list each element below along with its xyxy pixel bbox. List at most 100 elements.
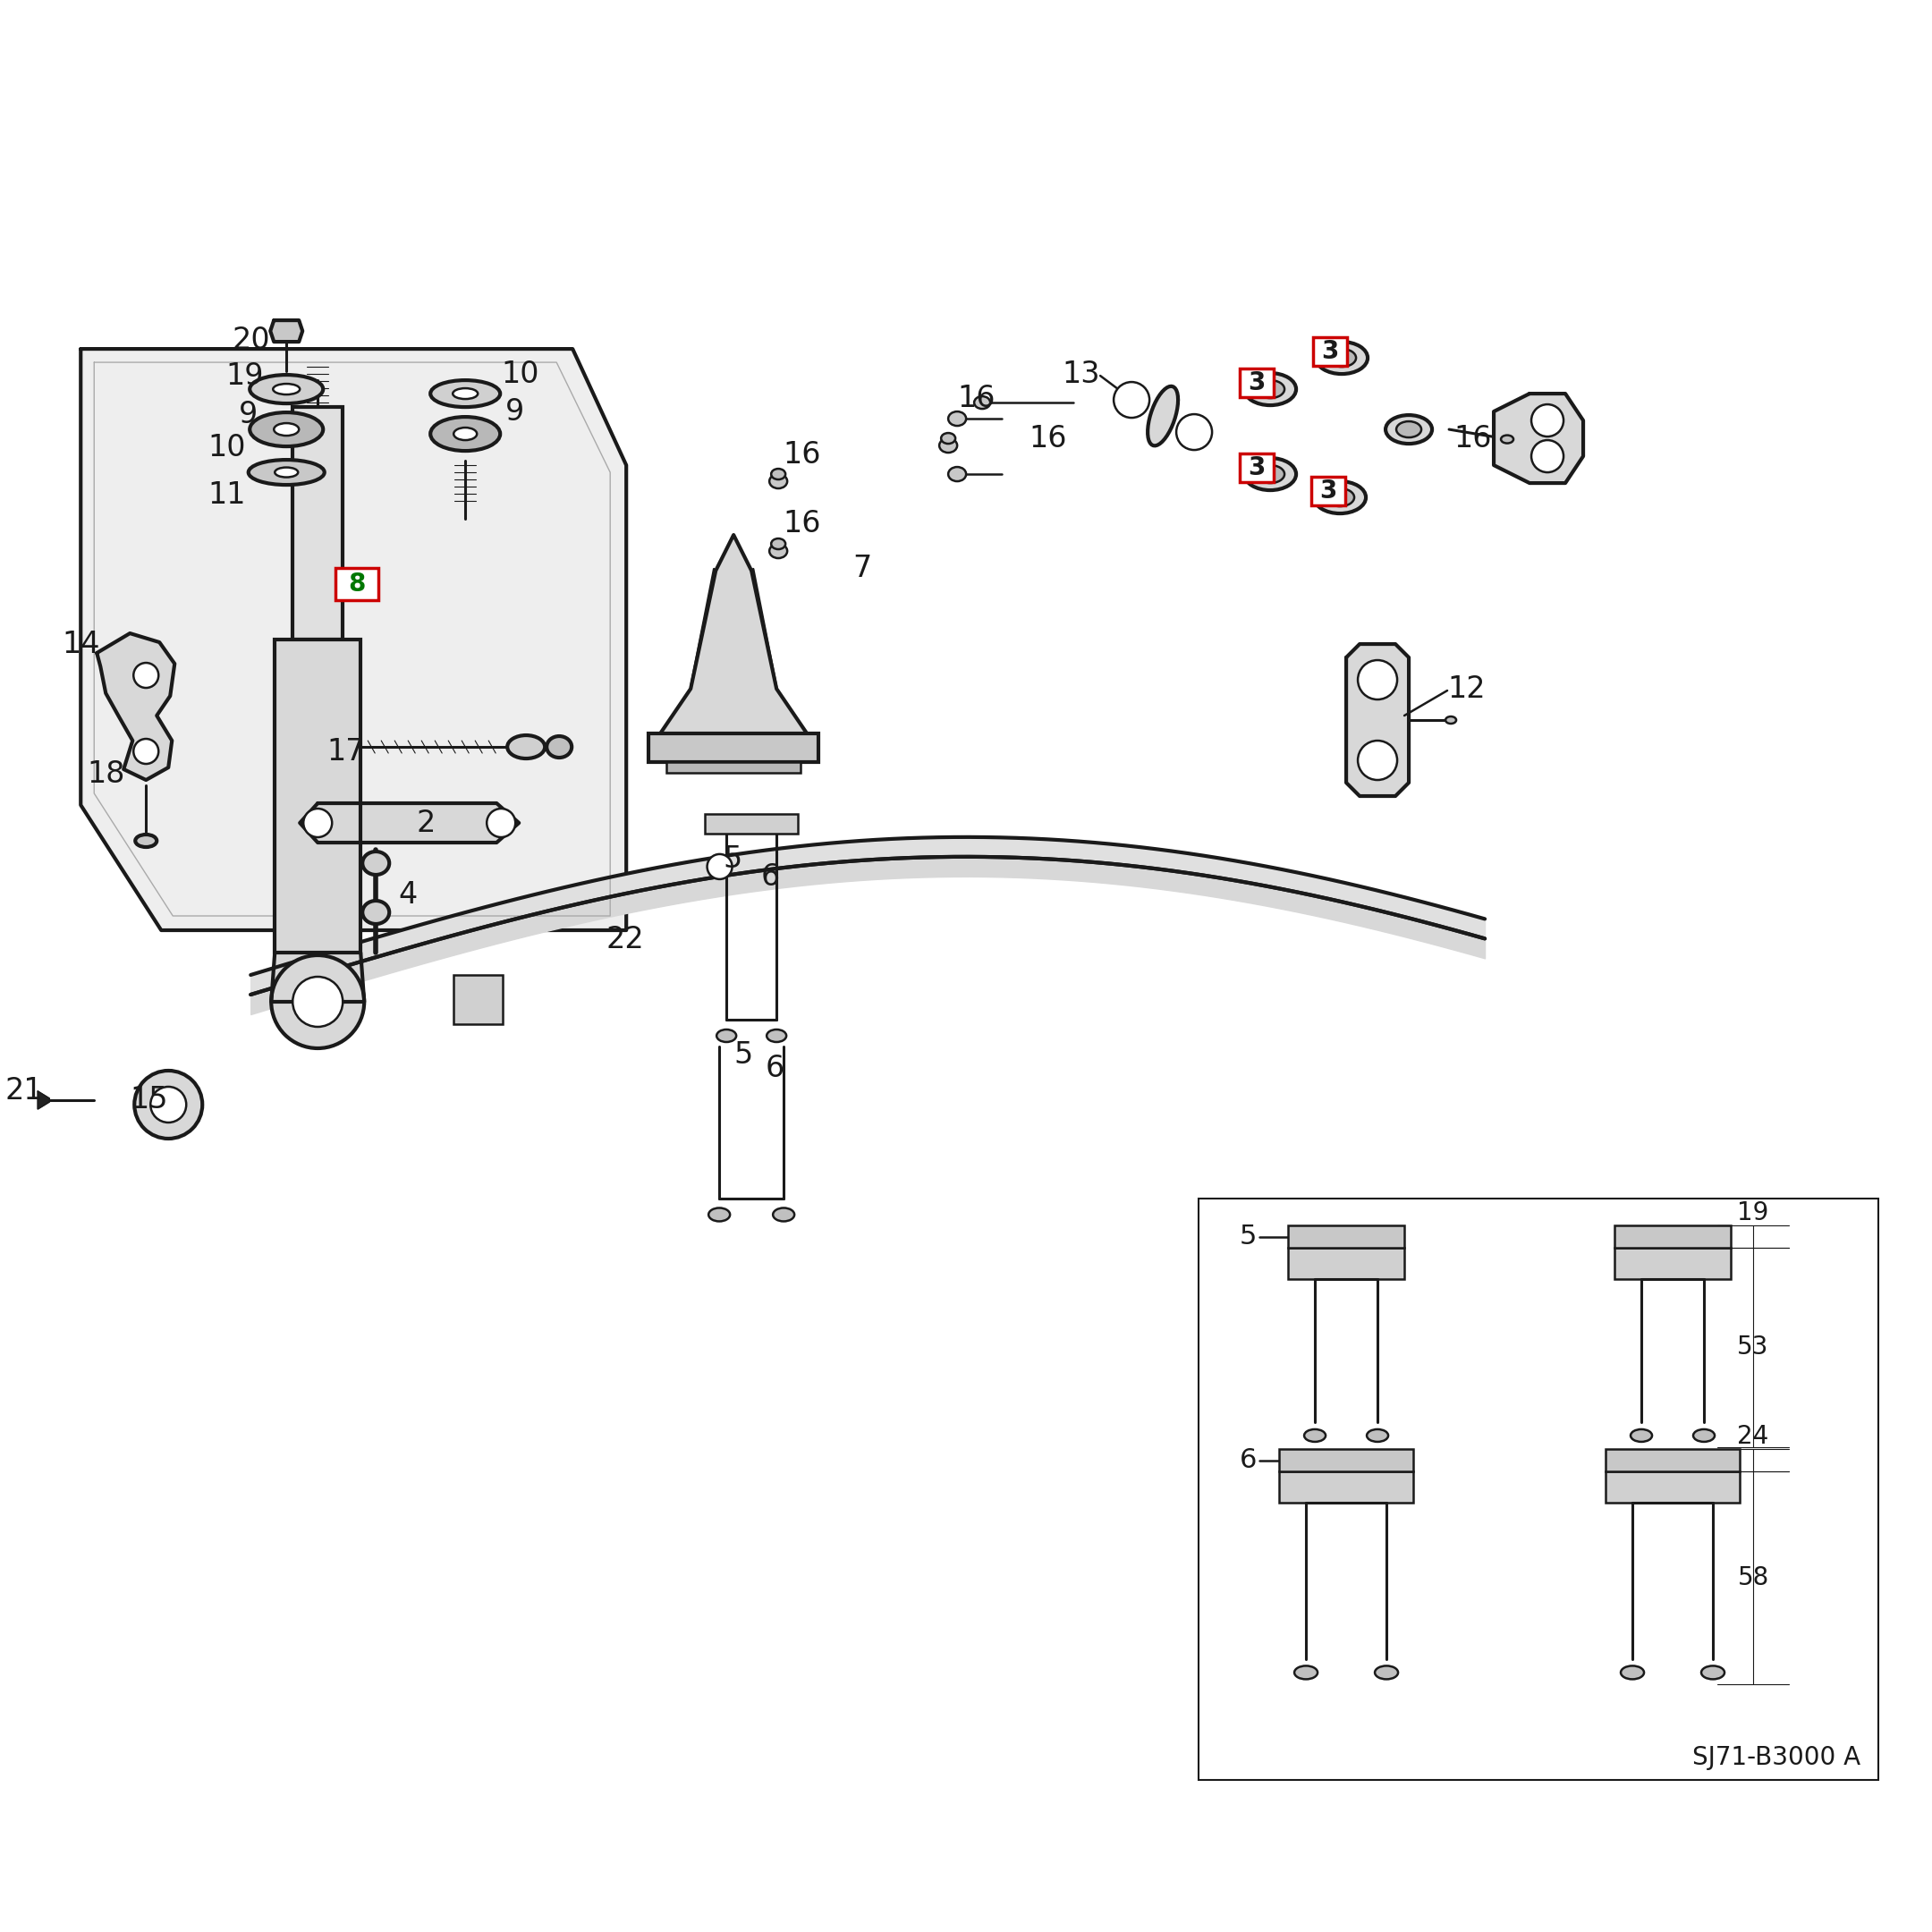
- Text: 16: 16: [956, 383, 995, 413]
- Ellipse shape: [771, 469, 786, 479]
- Ellipse shape: [1316, 342, 1368, 375]
- FancyBboxPatch shape: [1314, 338, 1347, 365]
- Polygon shape: [39, 1092, 50, 1109]
- Text: 3: 3: [1248, 456, 1265, 481]
- Ellipse shape: [1244, 373, 1296, 406]
- Bar: [667, 761, 800, 773]
- Ellipse shape: [272, 384, 299, 394]
- Ellipse shape: [1366, 1430, 1389, 1441]
- Text: 8: 8: [348, 572, 365, 597]
- Ellipse shape: [1702, 1665, 1725, 1679]
- Ellipse shape: [508, 736, 545, 759]
- Circle shape: [303, 810, 332, 837]
- Text: 10: 10: [209, 433, 245, 462]
- Circle shape: [707, 854, 732, 879]
- Ellipse shape: [1314, 481, 1366, 514]
- Text: 15: 15: [129, 1086, 168, 1115]
- Text: 22: 22: [607, 923, 643, 954]
- Bar: [1289, 1248, 1405, 1279]
- Ellipse shape: [274, 468, 298, 477]
- Ellipse shape: [1397, 421, 1422, 437]
- Ellipse shape: [709, 1208, 730, 1221]
- Polygon shape: [299, 804, 520, 842]
- Circle shape: [292, 978, 342, 1026]
- Ellipse shape: [941, 433, 956, 444]
- Ellipse shape: [1631, 1430, 1652, 1441]
- Text: 9: 9: [506, 396, 526, 427]
- Bar: [1279, 1472, 1414, 1503]
- Polygon shape: [81, 350, 626, 929]
- Ellipse shape: [363, 900, 388, 923]
- Text: 20: 20: [232, 325, 270, 355]
- Bar: [705, 813, 798, 833]
- Circle shape: [1177, 413, 1211, 450]
- Bar: [454, 976, 502, 1024]
- Bar: [1289, 1225, 1405, 1248]
- Text: 16: 16: [1453, 423, 1492, 454]
- Ellipse shape: [773, 1208, 794, 1221]
- Ellipse shape: [769, 545, 786, 558]
- Bar: [649, 734, 819, 761]
- Polygon shape: [1493, 394, 1582, 483]
- Text: 6: 6: [761, 862, 779, 891]
- Ellipse shape: [1445, 717, 1457, 724]
- Ellipse shape: [1621, 1665, 1644, 1679]
- Text: 7: 7: [852, 553, 871, 583]
- Text: SJ71-B3000 A: SJ71-B3000 A: [1692, 1745, 1861, 1770]
- Ellipse shape: [1692, 1430, 1716, 1441]
- Text: 53: 53: [1737, 1335, 1770, 1360]
- Ellipse shape: [1385, 415, 1432, 444]
- Ellipse shape: [1501, 435, 1513, 442]
- Bar: [1605, 1472, 1739, 1503]
- FancyBboxPatch shape: [1312, 477, 1345, 506]
- Text: 16: 16: [1028, 423, 1066, 454]
- Bar: [1615, 1248, 1731, 1279]
- Circle shape: [270, 954, 365, 1049]
- Circle shape: [151, 1086, 185, 1122]
- Ellipse shape: [949, 468, 966, 481]
- Circle shape: [487, 810, 516, 837]
- Text: 10: 10: [500, 359, 539, 388]
- Ellipse shape: [431, 417, 500, 450]
- Ellipse shape: [1304, 1430, 1325, 1441]
- Ellipse shape: [771, 539, 786, 549]
- Ellipse shape: [1256, 381, 1285, 398]
- Text: 17: 17: [327, 736, 365, 767]
- Ellipse shape: [249, 375, 323, 404]
- Text: 18: 18: [87, 759, 126, 788]
- Bar: [1279, 1449, 1414, 1472]
- Text: 4: 4: [398, 879, 417, 910]
- Ellipse shape: [1376, 1665, 1399, 1679]
- Text: 9: 9: [240, 400, 257, 429]
- Bar: [1198, 1198, 1878, 1779]
- Ellipse shape: [249, 460, 325, 485]
- Polygon shape: [1347, 643, 1408, 796]
- FancyBboxPatch shape: [1240, 454, 1273, 483]
- Ellipse shape: [974, 396, 991, 410]
- Circle shape: [1358, 740, 1397, 781]
- Text: 16: 16: [782, 508, 821, 539]
- Ellipse shape: [274, 423, 299, 435]
- Text: 58: 58: [1737, 1565, 1770, 1590]
- Ellipse shape: [363, 852, 388, 875]
- Ellipse shape: [939, 439, 956, 452]
- Ellipse shape: [1325, 489, 1354, 506]
- Text: 6: 6: [1240, 1447, 1258, 1474]
- Ellipse shape: [1244, 458, 1296, 491]
- Ellipse shape: [717, 1030, 736, 1041]
- Ellipse shape: [431, 381, 500, 408]
- Circle shape: [1532, 440, 1563, 471]
- Circle shape: [1113, 383, 1150, 417]
- Text: 21: 21: [6, 1076, 43, 1105]
- Text: 16: 16: [782, 440, 821, 469]
- Ellipse shape: [452, 388, 477, 400]
- Ellipse shape: [1256, 466, 1285, 483]
- Polygon shape: [270, 321, 303, 342]
- Bar: [1615, 1225, 1731, 1248]
- Polygon shape: [661, 535, 808, 734]
- Text: 13: 13: [1063, 359, 1099, 388]
- Text: 2: 2: [415, 808, 435, 838]
- Ellipse shape: [1294, 1665, 1318, 1679]
- Ellipse shape: [135, 835, 156, 846]
- Ellipse shape: [767, 1030, 786, 1041]
